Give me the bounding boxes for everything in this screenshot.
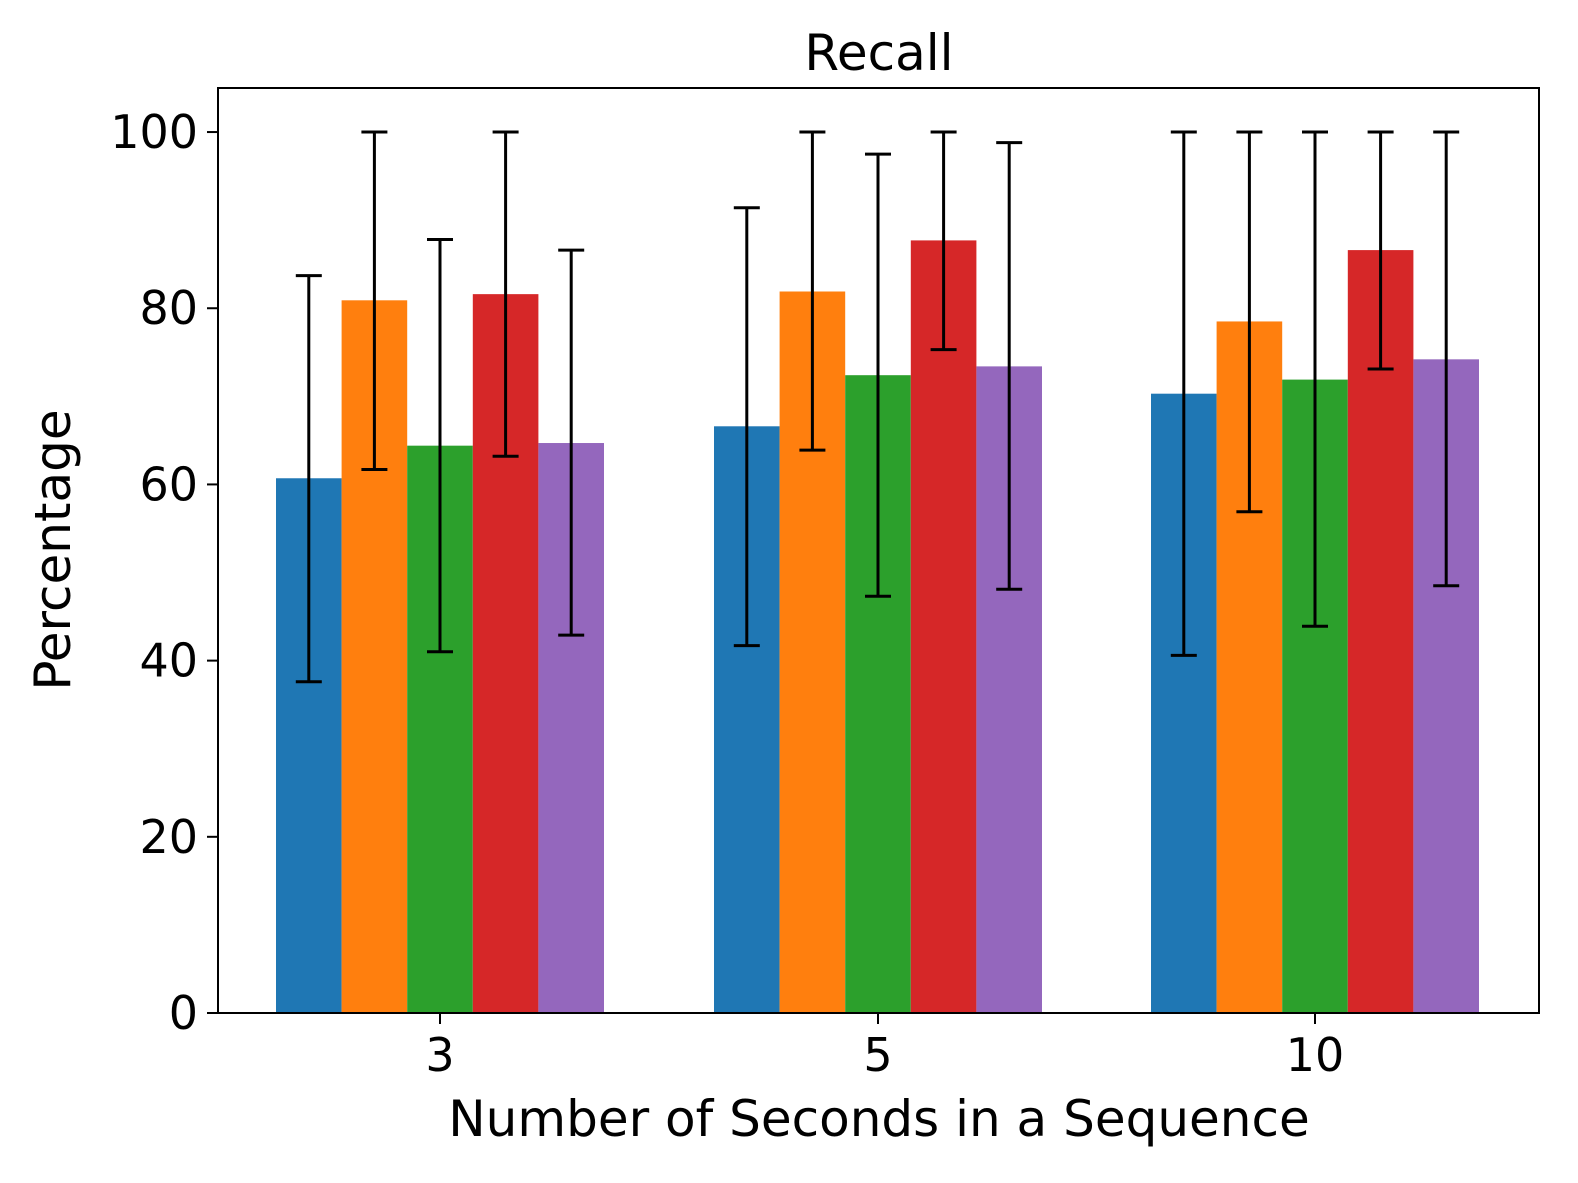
x-tick-label-10: 10 (1286, 1028, 1345, 1082)
error-bar-s1-5 (733, 206, 760, 648)
error-bar-s3-10 (1302, 130, 1328, 628)
chart-title: Recall (804, 24, 953, 82)
error-bar-s3-3 (427, 238, 453, 654)
x-tick-label-5: 5 (863, 1028, 892, 1082)
y-tick-label-40: 40 (139, 634, 198, 688)
bar-s4-5 (910, 240, 977, 1013)
y-tick-label-0: 0 (169, 986, 198, 1040)
x-axis-label: Number of Seconds in a Sequence (448, 1090, 1309, 1148)
x-tick-label-3: 3 (425, 1028, 454, 1082)
error-bar-s2-10 (1236, 130, 1263, 514)
error-bars-group (295, 130, 1460, 684)
error-bar-s4-5 (930, 130, 957, 352)
plot-frame (217, 87, 1540, 1014)
error-bar-s4-10 (1367, 130, 1394, 371)
error-bar-s5-10 (1433, 130, 1460, 588)
error-bar-s5-3 (558, 248, 585, 637)
error-bar-s2-5 (799, 130, 826, 452)
error-bar-s1-10 (1170, 130, 1197, 657)
y-tick-label-80: 80 (139, 281, 198, 335)
error-bar-s3-5 (865, 152, 891, 598)
error-bar-s2-3 (361, 130, 388, 471)
y-axis-label: Percentage (24, 409, 82, 690)
bar-s4-10 (1347, 250, 1414, 1014)
x-axis: 3 5 10 (425, 1013, 1344, 1082)
y-tick-label-100: 100 (110, 105, 198, 159)
y-tick-label-60: 60 (139, 457, 198, 511)
error-bar-s5-5 (996, 141, 1023, 591)
bars-group (276, 240, 1479, 1014)
error-bar-s1-3 (295, 274, 322, 684)
y-tick-label-20: 20 (139, 810, 198, 864)
y-axis: 0 20 40 60 80 100 (110, 105, 218, 1040)
error-bar-s4-3 (492, 130, 519, 458)
